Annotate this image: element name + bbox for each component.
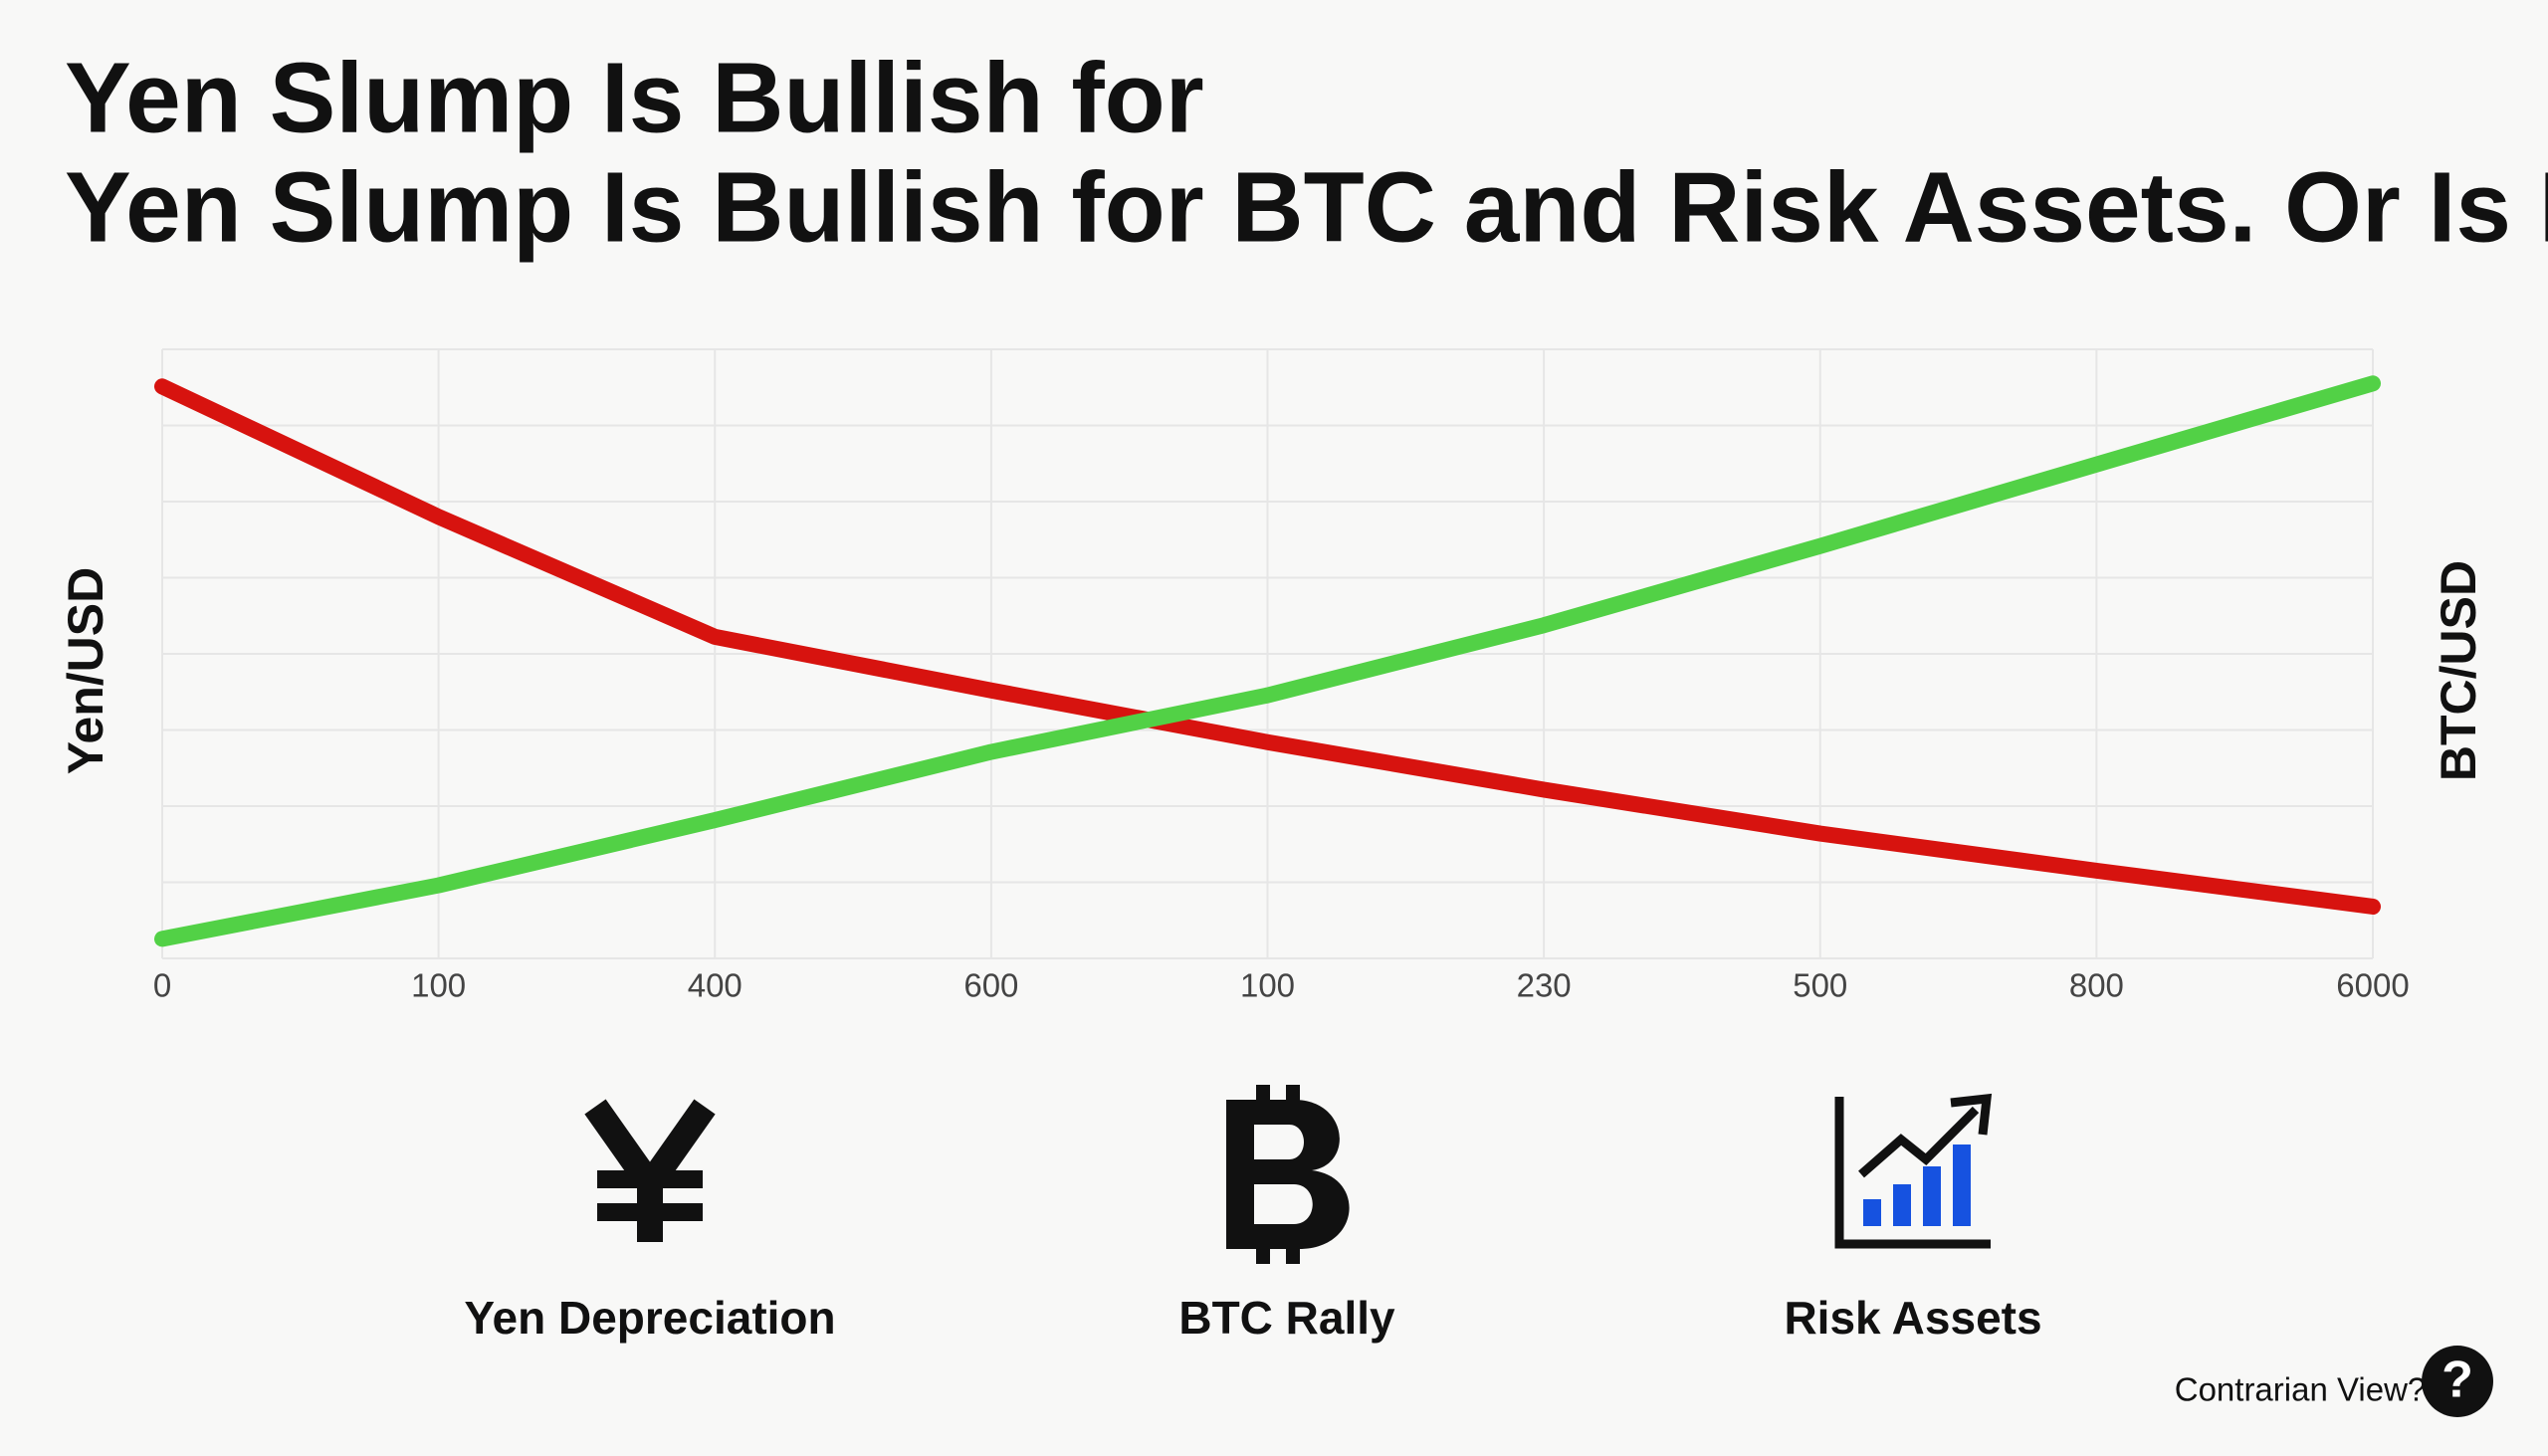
footer-text: Contrarian View? [2175,1371,2427,1408]
risk-assets-icon [1834,1093,1993,1249]
line-series [154,378,2381,915]
chart-title: Yen Slump Is Bullish for [65,42,1204,153]
line-series [154,375,2381,947]
x-tick-label: 100 [411,967,466,1004]
help-badge-text: ? [2442,1352,2473,1409]
plot-area [154,348,2381,959]
x-tick-label: 0 [153,967,171,1004]
x-tick-label: 800 [2069,967,2124,1004]
x-tick-label: 100 [1240,967,1295,1004]
feature-label: Risk Assets [1784,1292,2041,1344]
feature-label: BTC Rally [1178,1292,1395,1344]
yen-icon [584,1099,716,1242]
x-tick-label: 6000 [2336,967,2409,1004]
chart-subtitle: Yen Slump Is Bullish for BTC and Risk As… [65,151,2548,263]
x-tick-label: 230 [1517,967,1572,1004]
btc-icon [1226,1085,1350,1264]
help-badge [2422,1346,2493,1417]
x-tick-label: 400 [688,967,743,1004]
x-tick-label: 500 [1793,967,1847,1004]
x-tick-label: 600 [963,967,1018,1004]
y-axis-label: Yen/USD [58,567,113,774]
feature-label: Yen Depreciation [464,1292,835,1344]
y2-axis-label: BTC/USD [2431,560,2486,781]
